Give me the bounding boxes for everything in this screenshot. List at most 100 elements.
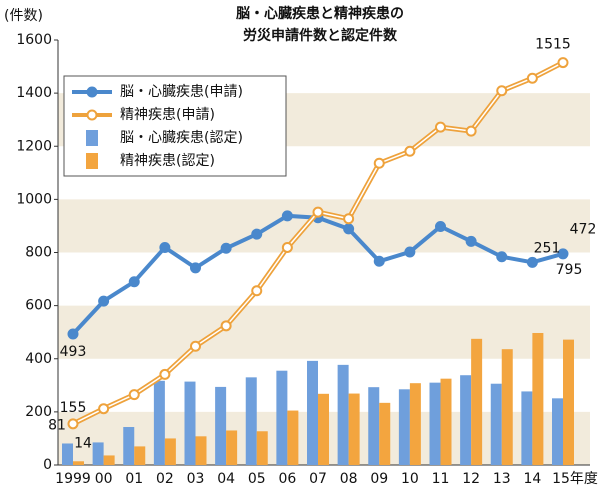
y-tick-label: 600 xyxy=(25,298,52,314)
data-label: 81 xyxy=(48,417,66,433)
point xyxy=(190,262,201,274)
legend-swatch xyxy=(86,109,98,121)
y-tick-label: 0 xyxy=(43,457,52,473)
legend-label: 精神疾患(認定) xyxy=(120,153,215,169)
x-tick-label: 12 xyxy=(462,471,480,487)
x-tick-label: 00 xyxy=(95,471,113,487)
point xyxy=(373,157,385,169)
bar xyxy=(398,389,410,465)
point xyxy=(220,242,232,254)
legend-swatch xyxy=(86,130,98,146)
bar xyxy=(62,443,73,465)
bar xyxy=(348,393,360,465)
x-tick-label: 03 xyxy=(187,471,205,487)
bar xyxy=(134,446,146,465)
point xyxy=(404,145,416,157)
data-label: 155 xyxy=(60,400,87,416)
bar xyxy=(256,431,268,465)
bar xyxy=(409,383,421,465)
bar xyxy=(103,455,115,465)
point xyxy=(281,241,293,253)
point xyxy=(343,223,355,235)
bar xyxy=(276,370,288,465)
bar xyxy=(337,364,349,465)
point xyxy=(435,121,446,133)
legend: 脳・心臓疾患(申請) 精神疾患(申請) 脳・心臓疾患(認定) 精神疾患(認定) xyxy=(63,75,287,177)
point xyxy=(526,72,538,84)
bar xyxy=(215,386,227,465)
bar xyxy=(379,402,391,465)
y-tick-label: 200 xyxy=(25,404,52,420)
x-tick-label: 01 xyxy=(125,471,143,487)
data-label: 493 xyxy=(60,344,87,360)
point xyxy=(251,285,263,297)
x-tick-label: 05 xyxy=(248,471,266,487)
bar xyxy=(92,442,104,465)
bar xyxy=(440,378,452,465)
bar xyxy=(318,393,329,465)
point xyxy=(343,213,355,225)
bar xyxy=(501,349,513,465)
point xyxy=(404,246,416,258)
x-tick-label: 14 xyxy=(523,471,541,487)
x-tick-label: 11 xyxy=(432,471,450,487)
point xyxy=(496,251,508,263)
bar xyxy=(429,382,441,465)
grid-band xyxy=(58,305,590,359)
legend-label: 精神疾患(申請) xyxy=(120,107,215,123)
point xyxy=(526,256,538,268)
point xyxy=(465,125,477,137)
point xyxy=(128,276,140,288)
point xyxy=(128,389,140,401)
x-tick-label: 02 xyxy=(156,471,174,487)
x-tick-label: 15年度 xyxy=(552,471,598,487)
bar xyxy=(226,430,238,465)
bar xyxy=(490,383,502,465)
x-tick-label: 06 xyxy=(278,471,296,487)
bar xyxy=(563,339,574,465)
x-tick-label: 04 xyxy=(217,471,235,487)
bar xyxy=(532,332,544,465)
x-tick-label: 1999 xyxy=(55,471,91,487)
point xyxy=(159,241,171,253)
y-tick-label: 1400 xyxy=(16,85,52,101)
data-label: 795 xyxy=(556,262,583,278)
point xyxy=(98,295,110,307)
point xyxy=(435,220,446,232)
bar xyxy=(368,387,380,465)
bar xyxy=(184,381,196,465)
point xyxy=(220,320,232,332)
bar xyxy=(287,410,299,465)
point xyxy=(159,368,171,380)
point xyxy=(281,210,293,222)
y-tick-label: 800 xyxy=(25,245,52,261)
chart-title: 労災申請件数と認定件数 xyxy=(243,27,398,44)
x-tick-label: 08 xyxy=(340,471,358,487)
bar xyxy=(73,461,84,465)
legend-swatch xyxy=(86,153,98,169)
point xyxy=(557,57,569,69)
bar xyxy=(307,360,318,465)
bar xyxy=(471,338,483,465)
legend-swatch xyxy=(86,86,98,98)
y-tick-label: 1000 xyxy=(16,191,52,207)
point xyxy=(190,340,201,352)
bar xyxy=(245,377,257,465)
point xyxy=(98,403,110,415)
x-tick-label: 10 xyxy=(401,471,419,487)
y-tick-label: 400 xyxy=(25,351,52,367)
data-label: 14 xyxy=(74,435,92,451)
data-label: 251 xyxy=(534,240,561,256)
data-label: 472 xyxy=(570,222,597,238)
point xyxy=(496,85,508,97)
point xyxy=(67,328,79,340)
y-tick-label: 1200 xyxy=(16,138,52,154)
point xyxy=(67,418,79,430)
bar xyxy=(521,391,533,465)
legend-label: 脳・心臓疾患(申請) xyxy=(120,84,243,100)
grid-band xyxy=(58,199,590,253)
bar xyxy=(460,375,472,465)
point xyxy=(557,248,569,260)
legend-label: 脳・心臓疾患(認定) xyxy=(120,130,243,146)
chart-title: 脳・心臓疾患と精神疾患の xyxy=(236,5,404,22)
